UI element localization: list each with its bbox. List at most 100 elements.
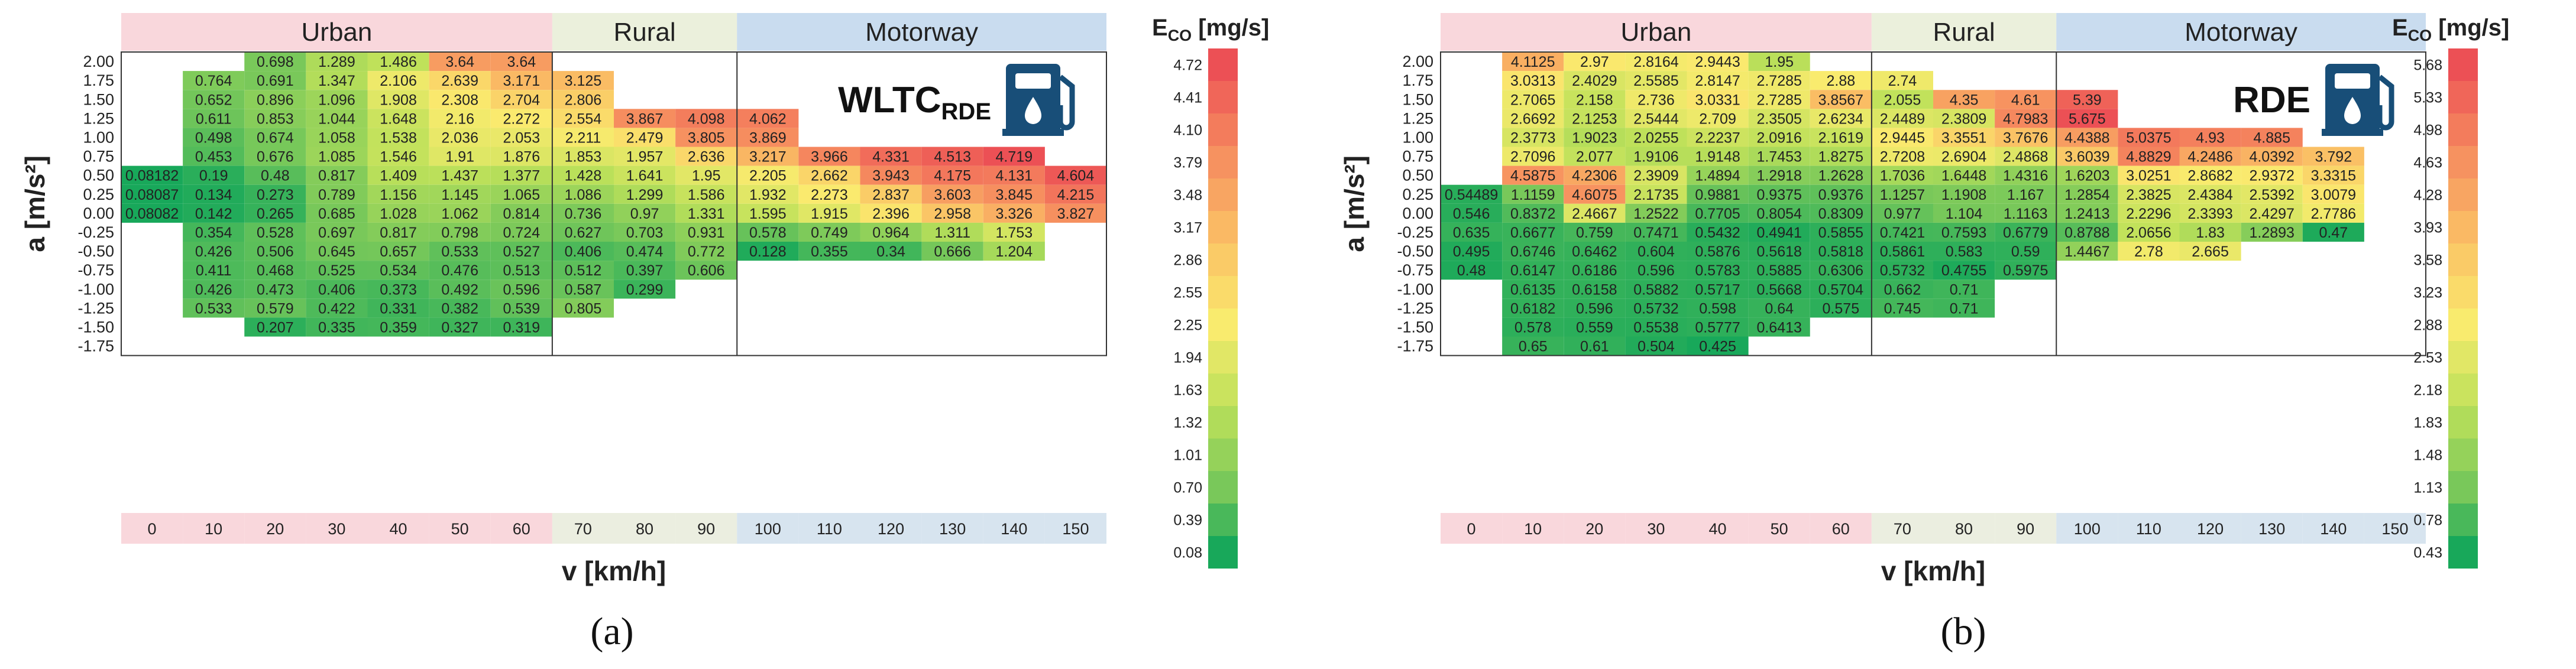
heatmap-cell	[1687, 184, 1749, 204]
heatmap-cell	[1748, 52, 1810, 72]
colorbar-tick-label: 1.01	[1173, 447, 1202, 464]
x-tick-label: 30	[328, 520, 345, 538]
heatmap-cell	[429, 280, 491, 299]
cell-value: 2.1735	[1633, 187, 1678, 203]
heatmap-cell	[552, 147, 614, 166]
heatmap-cell	[1995, 242, 2057, 261]
cell-value: 2.273	[811, 187, 848, 203]
heatmap-cell	[244, 222, 306, 242]
heatmap-cell	[1871, 165, 1933, 185]
fuel-pump-icon	[1002, 64, 1075, 136]
heatmap-cell	[1625, 280, 1687, 299]
cell-value: 2.16	[445, 111, 474, 127]
x-tick-label: 110	[2136, 520, 2161, 538]
heatmap-cell	[1995, 128, 2057, 147]
x-tick-cell	[921, 513, 983, 544]
y-tick-label: -0.75	[1397, 261, 1433, 279]
heatmap-cell	[983, 165, 1045, 185]
colorbar-tick-label: 2.55	[1173, 285, 1202, 301]
x-tick-cell	[490, 513, 552, 544]
cell-value: 4.885	[2253, 129, 2290, 146]
cell-value: 0.08182	[125, 168, 179, 184]
region-header-motorway	[737, 13, 1106, 51]
x-tick-label: 60	[1832, 520, 1850, 538]
heatmap-cell	[1810, 280, 1872, 299]
colorbar-swatch	[1208, 374, 1238, 406]
heatmap-cell	[367, 52, 429, 72]
x-tick-cell	[367, 513, 429, 544]
heatmap-cell	[490, 52, 552, 72]
x-tick-cell	[983, 513, 1045, 544]
cell-value: 1.437	[441, 168, 478, 184]
colorbar-swatch	[2448, 178, 2478, 211]
colorbar-swatch	[1208, 276, 1238, 308]
x-tick-label: 40	[1709, 520, 1727, 538]
y-tick-label: 2.00	[1402, 53, 1433, 70]
y-tick-label: -0.25	[1397, 223, 1433, 241]
heatmap-cell	[306, 261, 368, 280]
y-tick-label: 0.00	[83, 204, 114, 222]
cell-value: 1.932	[749, 187, 787, 203]
colorbar-swatch	[1208, 406, 1238, 439]
heatmap-cell	[1502, 280, 1564, 299]
cell-value: 2.0656	[2126, 225, 2171, 241]
heatmap-cell	[614, 128, 676, 147]
colorbar-swatch	[2448, 146, 2478, 178]
heatmap-cell	[2241, 184, 2303, 204]
x-tick-label: 100	[755, 520, 781, 538]
cell-value: 3.845	[996, 187, 1033, 203]
cell-value: 0.7471	[1633, 225, 1678, 241]
heatmap-cell	[1687, 71, 1749, 90]
heatmap-cell	[1044, 184, 1106, 204]
heatmap-cell	[244, 71, 306, 90]
cell-value: 0.5885	[1756, 262, 1801, 279]
heatmap-cell	[614, 165, 676, 185]
heatmap-cell	[2179, 165, 2241, 185]
cell-value: 0.128	[749, 243, 787, 260]
cell-value: 0.674	[257, 129, 294, 146]
heatmap-cell	[1502, 147, 1564, 166]
cell-value: 0.6306	[1818, 262, 1863, 279]
colorbar-swatch	[1208, 439, 1238, 471]
cell-value: 1.289	[318, 54, 355, 70]
cell-value: 1.2854	[2064, 187, 2110, 203]
heatmap-cell	[1748, 298, 1810, 318]
heatmap-cell	[860, 222, 922, 242]
cell-value: 2.9445	[1880, 129, 1925, 146]
cell-value: 0.559	[1576, 319, 1613, 336]
cell-value: 1.546	[380, 149, 417, 165]
heatmap-cell	[1810, 109, 1872, 128]
cell-value: 4.062	[749, 111, 787, 127]
cell-value: 1.83	[2196, 225, 2225, 241]
cell-value: 0.495	[1453, 243, 1490, 260]
y-tick-label: -1.00	[77, 280, 114, 298]
heatmap-cell	[1687, 109, 1749, 128]
cell-value: 0.604	[1637, 243, 1675, 260]
heatmap-cell	[2302, 184, 2364, 204]
heatmap-cell	[1871, 280, 1933, 299]
region-header-urban	[121, 13, 552, 51]
heatmap-cell	[2056, 147, 2118, 166]
heatmap-cell	[2118, 147, 2180, 166]
heatmap-cell	[367, 71, 429, 90]
cell-value: 0.498	[195, 129, 232, 146]
heatmap-cell	[1748, 128, 1810, 147]
heatmap-cell	[1687, 261, 1749, 280]
cell-value: 0.6779	[2003, 225, 2048, 241]
heatmap-cell	[1625, 298, 1687, 318]
cell-value: 1.331	[688, 206, 725, 222]
heatmap-cell	[1748, 147, 1810, 166]
cell-value: 4.0392	[2249, 149, 2294, 165]
heatmap-cell	[1502, 109, 1564, 128]
heatmap-cell	[306, 90, 368, 109]
cell-value: 0.453	[195, 149, 232, 165]
cell-value: 0.411	[196, 262, 232, 279]
x-tick-cell	[429, 513, 491, 544]
x-tick-cell	[552, 513, 614, 544]
heatmap-cell	[1748, 261, 1810, 280]
colorbar-swatch	[2448, 243, 2478, 276]
heatmap-cell	[1625, 71, 1687, 90]
heatmap-cell	[1564, 147, 1626, 166]
colorbar-swatch	[2448, 406, 2478, 439]
heatmap-cell	[429, 128, 491, 147]
